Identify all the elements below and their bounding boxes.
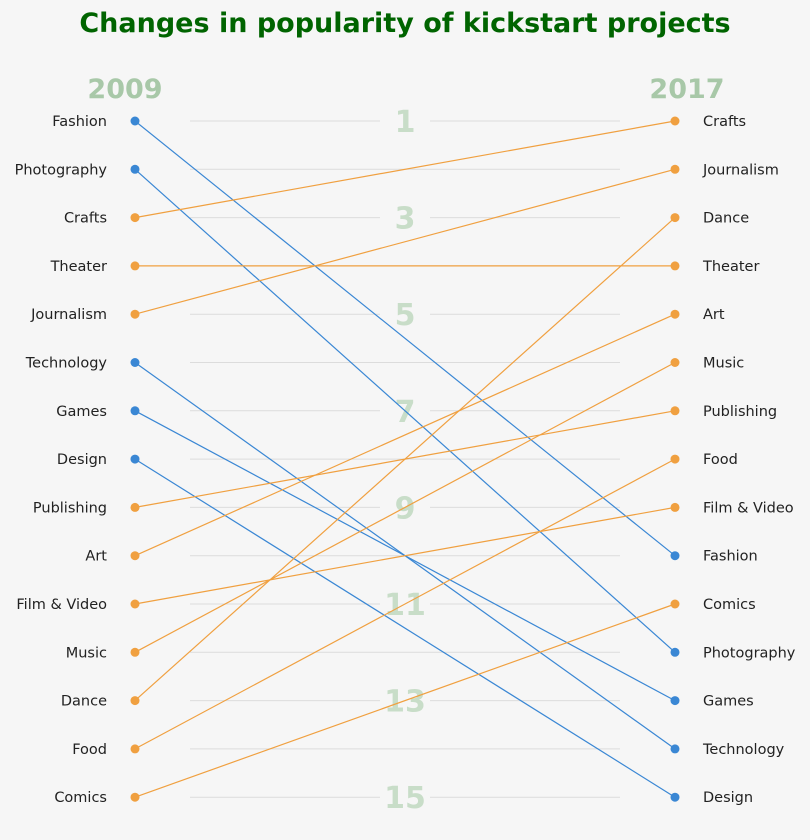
category-label-2017: Publishing [703,404,777,420]
rank-number: 7 [395,395,416,430]
point-2009 [130,792,140,802]
point-2017 [670,647,680,657]
rank-number: 11 [384,588,426,623]
point-2009 [130,647,140,657]
point-2009 [130,551,140,561]
slope-line [134,603,676,798]
rank-number: 9 [395,491,416,526]
category-label-2017: Technology [702,742,785,758]
rank-number-background [380,781,430,814]
category-label-2009: Music [66,645,107,661]
point-2009 [130,213,140,223]
point-2009 [130,406,140,416]
category-label-2017: Design [703,790,753,806]
rank-number-background [380,105,430,137]
year-label-2017: 2017 [649,74,724,105]
point-2017 [670,213,680,223]
point-2017 [670,551,680,561]
slope-line [134,168,676,653]
point-2017 [670,696,680,706]
slope-lines [134,120,676,798]
category-label-2009: Technology [25,356,108,372]
year-label-2009: 2009 [87,74,162,105]
point-2009 [130,502,140,512]
slope-line [134,120,676,219]
point-2017 [670,406,680,416]
slope-line [134,217,676,702]
point-2009 [130,309,140,319]
category-label-2009: Crafts [64,211,107,227]
category-label-2009: Food [72,742,107,758]
category-label-2017: Fashion [703,549,758,565]
category-label-2017: Art [703,307,725,323]
rank-number-background [380,201,430,234]
category-label-2017: Dance [703,211,749,227]
category-label-2009: Theater [50,259,107,275]
point-2017 [670,454,680,464]
category-label-2017: Journalism [702,162,779,178]
category-label-2017: Photography [703,645,796,661]
rank-number: 1 [395,105,416,140]
rank-number: 5 [395,298,416,333]
category-label-2017: Film & Video [703,500,794,516]
category-labels: Fashion Fashion Photography Photography Craf… [15,114,796,806]
point-2017 [670,744,680,754]
slope-line [134,361,676,653]
slope-line [134,458,676,750]
category-label-2017: Games [703,694,754,710]
point-2009 [130,599,140,609]
slope-line [134,313,676,557]
data-points [130,116,680,802]
point-2017 [670,792,680,802]
category-label-2017: Comics [703,597,756,613]
point-2009 [130,261,140,271]
category-label-2017: Music [703,356,744,372]
category-label-2009: Journalism [30,307,107,323]
category-label-2017: Theater [702,259,759,275]
rank-number: 15 [384,781,426,816]
slope-line [134,506,676,605]
category-label-2009: Film & Video [16,597,107,613]
point-2009 [130,164,140,174]
category-label-2017: Crafts [703,114,746,130]
point-2017 [670,309,680,319]
point-2017 [670,599,680,609]
point-2009 [130,744,140,754]
point-2017 [670,261,680,271]
point-2009 [130,454,140,464]
category-label-2009: Design [57,452,107,468]
point-2009 [130,696,140,706]
chart-title: Changes in popularity of kickstart proje… [79,8,730,39]
category-label-2009: Publishing [33,500,107,516]
category-label-2009: Fashion [52,114,107,130]
category-label-2009: Dance [61,694,107,710]
category-label-2017: Food [703,452,738,468]
rank-number: 3 [395,202,416,237]
point-2009 [130,358,140,367]
category-label-2009: Art [85,549,107,565]
category-label-2009: Photography [15,162,108,178]
point-2017 [670,164,680,174]
slope-line [134,120,676,557]
point-2017 [670,502,680,512]
category-label-2009: Comics [54,790,107,806]
point-2017 [670,116,680,126]
category-label-2009: Games [56,404,107,420]
point-2009 [130,116,140,126]
rank-number: 13 [384,685,426,720]
point-2017 [670,358,680,367]
slope-line [134,168,676,315]
